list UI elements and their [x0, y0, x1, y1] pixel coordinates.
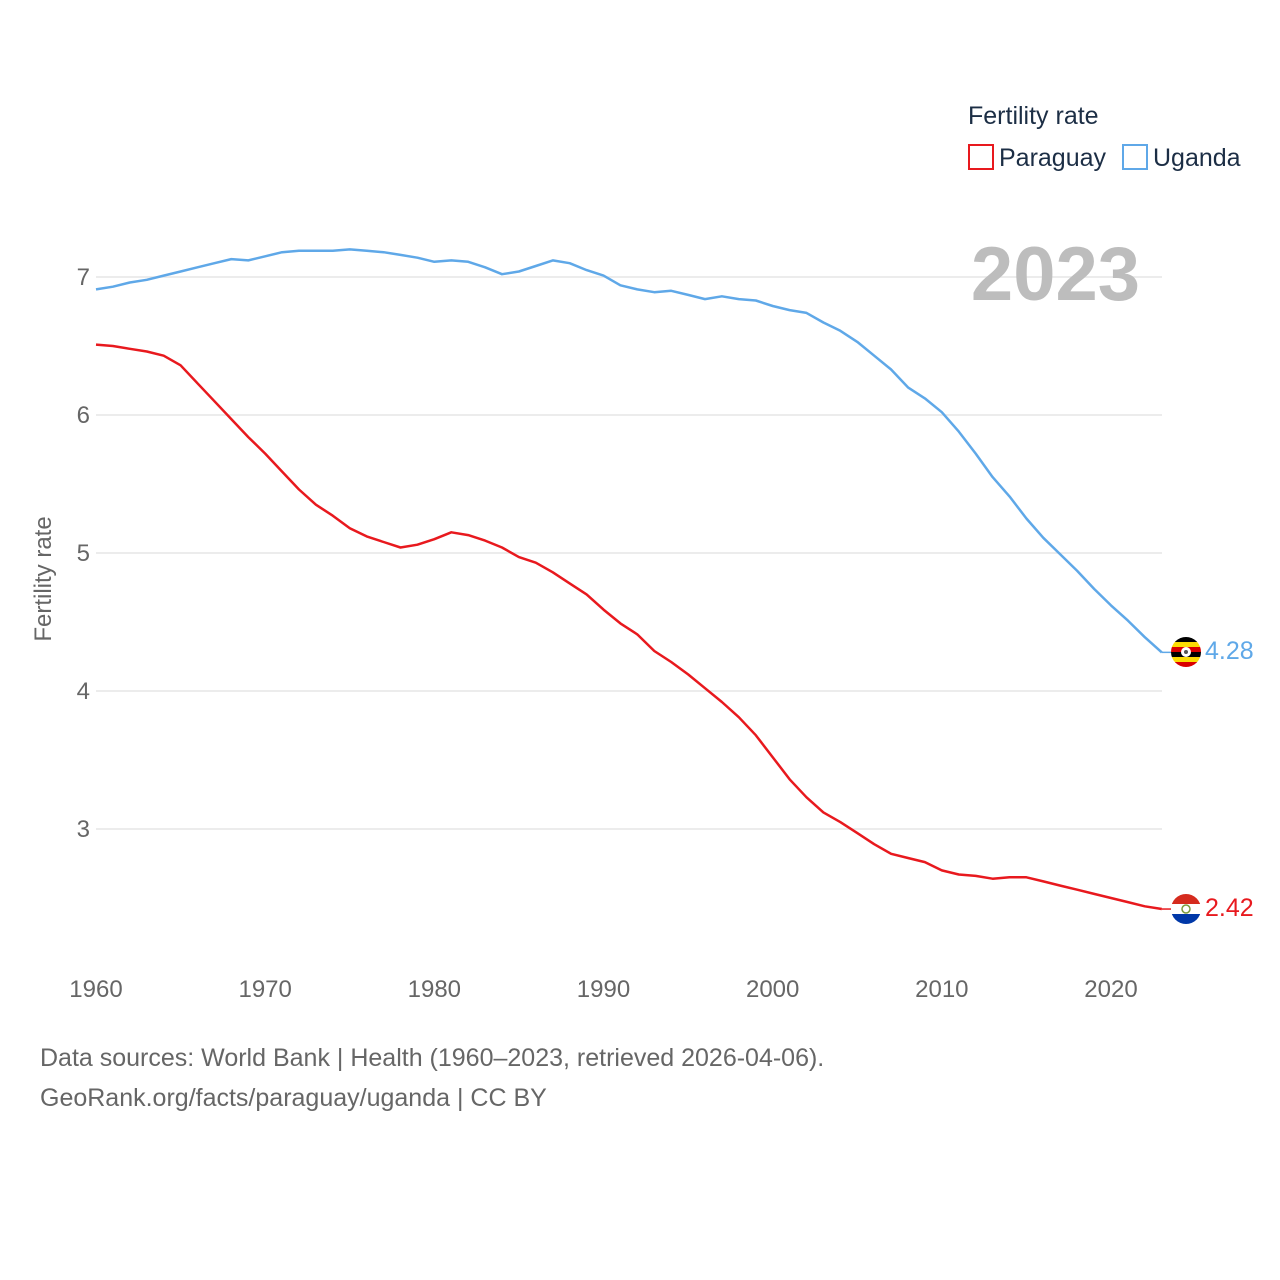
x-tick-2000: 2000	[746, 976, 799, 1003]
year-label: 2023	[971, 232, 1140, 317]
legend-item-uganda[interactable]: Uganda	[1122, 144, 1241, 172]
legend-title: Fertility rate	[968, 102, 1099, 130]
series-line-uganda	[95, 248, 1163, 654]
y-tick-labels: 3 4 5 6 7	[77, 264, 90, 843]
attribution-line: GeoRank.org/facts/paraguay/uganda | CC B…	[40, 1084, 547, 1112]
y-tick-7: 7	[77, 264, 90, 291]
end-label-paraguay: 2.42	[1205, 894, 1254, 922]
y-tick-5: 5	[77, 540, 90, 567]
legend[interactable]: Fertility rate Paraguay Uganda	[968, 102, 1241, 172]
x-tick-1980: 1980	[408, 976, 461, 1003]
y-tick-4: 4	[77, 678, 90, 705]
y-tick-3: 3	[77, 816, 90, 843]
legend-swatch-paraguay	[968, 144, 994, 170]
y-gridlines	[96, 276, 1162, 830]
x-tick-2010: 2010	[915, 976, 968, 1003]
x-tick-labels: 1960 1970 1980 1990 2000 2010 2020	[69, 976, 1137, 1003]
x-tick-1990: 1990	[577, 976, 630, 1003]
series-line-paraguay	[95, 343, 1162, 911]
legend-label-uganda: Uganda	[1153, 144, 1241, 172]
legend-label-paraguay: Paraguay	[999, 144, 1107, 172]
series-lines	[95, 248, 1171, 911]
legend-item-paraguay[interactable]: Paraguay	[968, 144, 1107, 172]
x-tick-1960: 1960	[69, 976, 122, 1003]
end-label-uganda: 4.28	[1205, 637, 1254, 665]
uganda-flag-icon	[1171, 637, 1201, 667]
x-tick-1970: 1970	[238, 976, 291, 1003]
paraguay-flag-icon	[1171, 894, 1201, 924]
x-tick-2020: 2020	[1084, 976, 1137, 1003]
legend-swatch-uganda	[1122, 144, 1148, 170]
source-line: Data sources: World Bank | Health (1960–…	[40, 1044, 825, 1072]
y-tick-6: 6	[77, 402, 90, 429]
y-axis-label: Fertility rate	[30, 516, 57, 641]
